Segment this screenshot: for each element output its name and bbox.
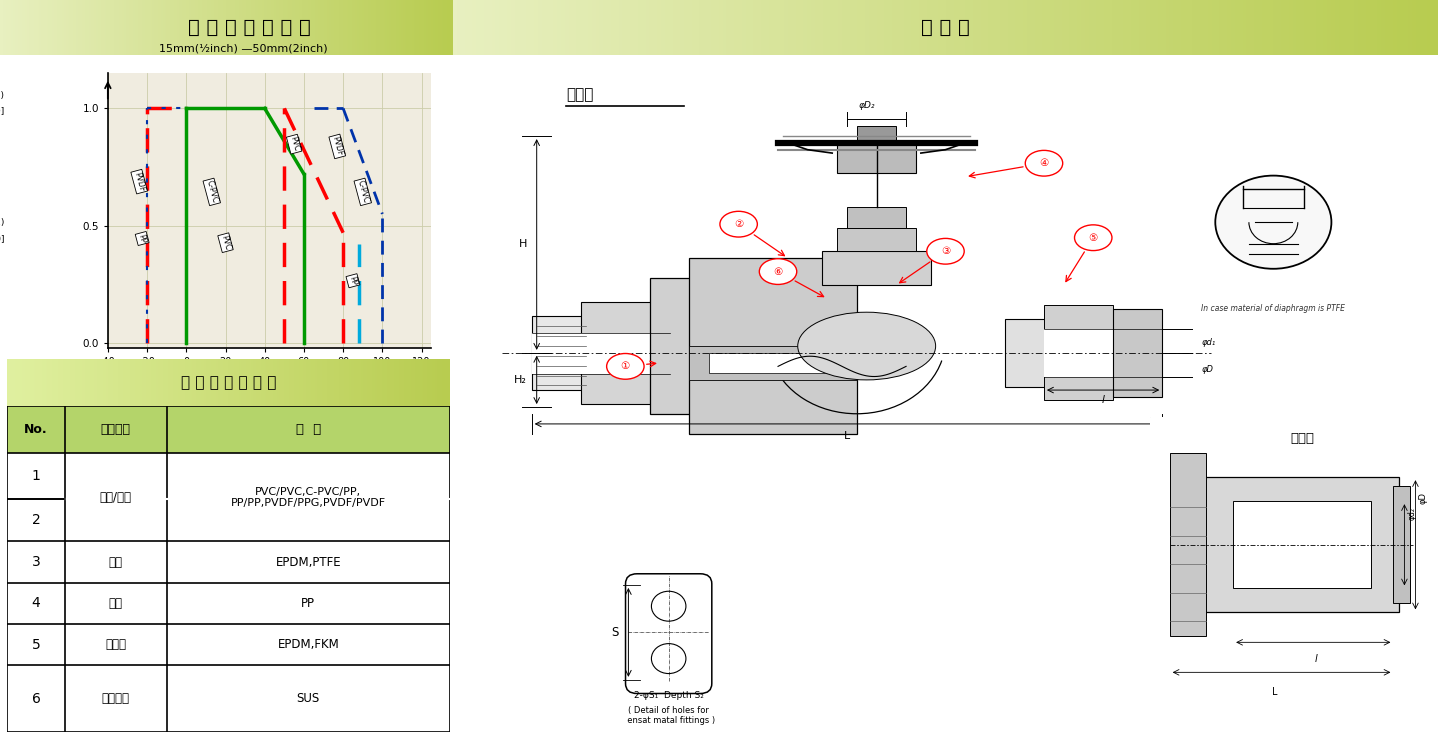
Text: φD₂: φD₂ [858, 102, 874, 111]
Text: PVDF: PVDF [331, 135, 344, 157]
Text: ⑥: ⑥ [774, 266, 782, 277]
Text: In case material of diaphragm is PTFE: In case material of diaphragm is PTFE [1201, 304, 1346, 313]
Bar [689, 346, 857, 380]
Bar [1044, 329, 1162, 376]
Text: 3: 3 [32, 555, 40, 569]
Text: ( Detail of holes for
  ensat matal fittings ): ( Detail of holes for ensat matal fittin… [623, 706, 715, 725]
Text: 工 作 压 力 及 温 度: 工 作 压 力 及 温 度 [188, 18, 311, 37]
Bar [837, 228, 916, 251]
Circle shape [607, 354, 644, 379]
Text: S: S [611, 626, 618, 639]
Text: L: L [1271, 687, 1277, 698]
X-axis label: 温 度 ℃: 温 度 ℃ [252, 371, 288, 384]
Circle shape [1074, 225, 1112, 250]
Text: PVC: PVC [219, 234, 232, 251]
Bar [847, 207, 906, 228]
Text: PP: PP [137, 233, 148, 244]
Text: 部件名称: 部件名称 [101, 423, 131, 436]
Text: PVC: PVC [288, 135, 301, 153]
Text: φD: φD [1202, 365, 1214, 374]
Text: 隔膜: 隔膜 [109, 556, 122, 569]
Text: PP: PP [302, 597, 315, 610]
Circle shape [651, 591, 686, 621]
Text: 密封圈: 密封圈 [105, 638, 127, 651]
Circle shape [1025, 150, 1063, 176]
Bar [1113, 309, 1162, 397]
Text: 2-φS₁  Depth S₂: 2-φS₁ Depth S₂ [634, 691, 703, 700]
Bar [650, 278, 709, 414]
Text: PVDF: PVDF [132, 171, 147, 193]
Text: C-PVC: C-PVC [204, 179, 219, 204]
Text: φd₁: φd₁ [1202, 338, 1217, 347]
Text: EPDM,FKM: EPDM,FKM [278, 638, 339, 651]
Ellipse shape [798, 312, 936, 380]
Text: PVC/PVC,C-PVC/PP,
PP/PP,PVDF/PPG,PVDF/PVDF: PVC/PVC,C-PVC/PP, PP/PP,PVDF/PPG,PVDF/PV… [232, 487, 385, 508]
Text: 螺丝螺母: 螺丝螺母 [102, 692, 129, 705]
Bar [689, 258, 857, 434]
Text: 插口式: 插口式 [567, 87, 594, 102]
Text: 螺纹式: 螺纹式 [1290, 432, 1314, 445]
Text: (5.1): (5.1) [0, 217, 4, 227]
Text: 4: 4 [32, 597, 40, 610]
Text: 手轮: 手轮 [109, 597, 122, 610]
Bar [532, 315, 670, 390]
Text: C-PVC: C-PVC [355, 179, 370, 204]
Bar [1169, 453, 1205, 636]
Text: H: H [519, 239, 526, 250]
Bar [851, 143, 902, 160]
Ellipse shape [1215, 176, 1332, 269]
Bar [1192, 477, 1399, 612]
Bar [823, 251, 930, 285]
Text: 5: 5 [32, 638, 40, 651]
Text: No.: No. [24, 423, 47, 436]
Text: (10.2): (10.2) [0, 92, 4, 100]
Bar [709, 353, 837, 373]
Text: 尺 寸 图: 尺 寸 图 [922, 18, 969, 37]
Bar [857, 126, 896, 143]
Text: 材  质: 材 质 [296, 423, 321, 436]
Text: ①: ① [621, 362, 630, 371]
Text: ⑤: ⑤ [1089, 233, 1097, 243]
Bar [1234, 501, 1372, 589]
Text: l: l [1102, 395, 1104, 405]
Bar [532, 332, 670, 375]
Bar [581, 302, 654, 403]
Text: l: l [1314, 654, 1317, 665]
Circle shape [759, 258, 797, 285]
Text: ③: ③ [940, 246, 951, 256]
Bar [1044, 305, 1113, 400]
Text: 2: 2 [32, 513, 40, 527]
Text: 15mm(¹⁄₂inch) —50mm(2inch): 15mm(¹⁄₂inch) —50mm(2inch) [160, 43, 328, 53]
Bar [7, 406, 450, 454]
Bar [1393, 486, 1409, 603]
Text: SUS: SUS [296, 692, 321, 705]
Text: 1: 1 [32, 469, 40, 483]
Text: 6: 6 [32, 692, 40, 706]
Text: [70]: [70] [0, 234, 4, 243]
Text: ②: ② [733, 219, 743, 229]
Circle shape [926, 239, 965, 264]
Text: EPDM,PTFE: EPDM,PTFE [276, 556, 341, 569]
Text: φD: φD [1418, 492, 1426, 504]
FancyBboxPatch shape [1148, 414, 1429, 720]
Text: 阀体/阀盖: 阀体/阀盖 [99, 491, 132, 504]
Text: PP: PP [348, 275, 358, 286]
Text: ④: ④ [1040, 158, 1048, 168]
FancyBboxPatch shape [626, 574, 712, 693]
Bar [837, 143, 916, 173]
Circle shape [720, 212, 758, 237]
Text: L: L [844, 430, 850, 441]
Bar [1005, 319, 1123, 386]
Text: H₂: H₂ [513, 375, 526, 385]
Text: [150]: [150] [0, 107, 4, 116]
Circle shape [651, 643, 686, 673]
Text: 部 件 名 称 材 质 表: 部 件 名 称 材 质 表 [181, 375, 276, 390]
Text: φd₂: φd₂ [1408, 507, 1416, 520]
